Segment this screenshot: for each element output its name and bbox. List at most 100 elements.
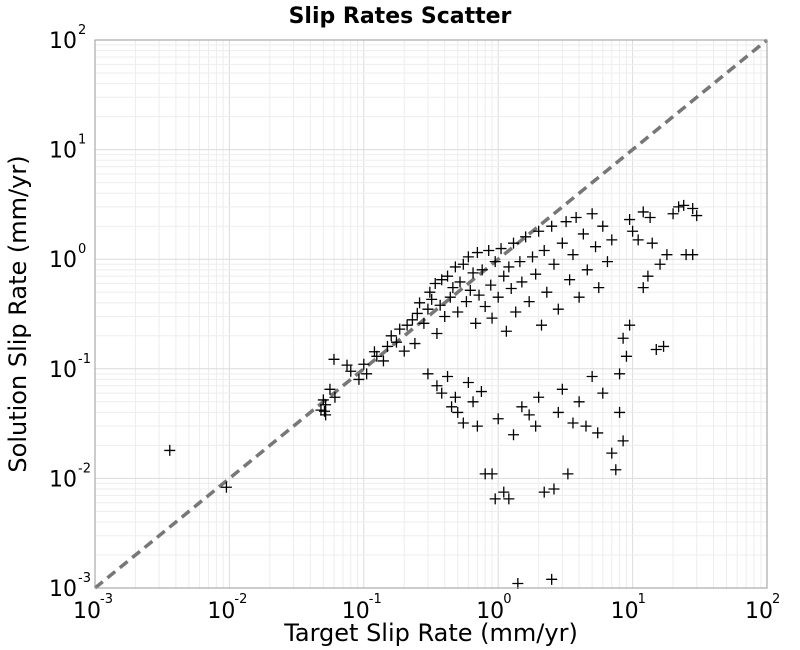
data-point xyxy=(341,359,353,371)
data-point xyxy=(473,289,485,301)
data-point xyxy=(644,212,656,224)
data-point xyxy=(606,447,618,459)
y-tick: 10 1 xyxy=(49,133,86,164)
data-point xyxy=(467,396,479,408)
data-point xyxy=(414,297,426,309)
data-point xyxy=(454,276,466,288)
data-point xyxy=(617,332,629,344)
data-point xyxy=(447,282,459,294)
data-point xyxy=(390,336,402,348)
plot-frame xyxy=(94,39,768,589)
data-point xyxy=(678,199,690,211)
data-point xyxy=(426,293,438,305)
x-tick-exponent: 0 xyxy=(503,592,511,607)
data-point xyxy=(586,371,598,383)
x-tick-exponent: -2 xyxy=(234,592,247,607)
x-tick: 10 1 xyxy=(611,592,646,624)
y-tick-base: 10 xyxy=(49,577,77,602)
data-point xyxy=(523,296,535,308)
data-point xyxy=(431,327,443,339)
data-point xyxy=(650,344,662,355)
data-point xyxy=(436,387,448,399)
y-tick-exponent: -2 xyxy=(78,461,91,476)
data-point xyxy=(422,303,434,315)
data-point xyxy=(530,268,542,280)
data-point xyxy=(597,387,609,399)
data-point xyxy=(673,201,685,213)
data-point xyxy=(495,243,507,255)
x-axis-label: Target Slip Rate (mm/yr) xyxy=(283,619,578,647)
data-points xyxy=(164,199,703,589)
data-point xyxy=(637,282,649,294)
data-point xyxy=(479,301,491,313)
data-point xyxy=(424,286,436,298)
data-point xyxy=(361,368,373,380)
data-point xyxy=(462,251,474,263)
data-point xyxy=(601,256,613,268)
data-point xyxy=(512,577,524,589)
x-tick-base: 10 xyxy=(476,599,504,624)
data-point xyxy=(687,203,699,215)
data-point xyxy=(457,417,469,429)
data-point xyxy=(489,256,501,268)
data-point xyxy=(567,417,579,429)
data-point xyxy=(329,391,341,403)
data-point xyxy=(606,234,618,246)
x-tick-exponent: 2 xyxy=(772,592,780,607)
data-point xyxy=(368,346,380,358)
data-point xyxy=(449,261,461,273)
data-point xyxy=(620,350,632,362)
data-point xyxy=(381,340,393,352)
x-tick-exponent: -3 xyxy=(100,592,113,607)
y-tick-base: 10 xyxy=(49,248,77,273)
y-tick-exponent: -1 xyxy=(78,352,91,367)
data-point xyxy=(439,311,451,323)
data-point xyxy=(560,216,572,228)
data-point xyxy=(371,350,383,362)
reference-line-1to1 xyxy=(93,38,769,590)
x-tick-base: 10 xyxy=(745,599,773,624)
data-point xyxy=(520,231,532,243)
data-point xyxy=(485,279,497,291)
reference-line xyxy=(93,38,769,590)
x-tick-base: 10 xyxy=(73,599,101,624)
data-point xyxy=(573,291,585,303)
data-point xyxy=(442,371,454,383)
data-point xyxy=(658,340,670,352)
data-point xyxy=(489,493,501,505)
data-point xyxy=(431,380,443,392)
data-point xyxy=(492,413,504,425)
data-point xyxy=(510,306,522,318)
data-point xyxy=(429,278,441,290)
data-point xyxy=(394,323,406,335)
data-point xyxy=(422,368,434,380)
y-tick-exponent: -3 xyxy=(78,571,91,586)
data-point xyxy=(552,303,564,315)
data-point xyxy=(164,444,176,456)
data-point xyxy=(486,312,498,324)
data-point xyxy=(345,365,357,377)
data-point xyxy=(624,319,636,331)
data-point xyxy=(436,274,448,286)
data-point xyxy=(592,427,604,439)
data-point xyxy=(624,214,636,226)
data-point xyxy=(483,245,495,257)
data-point xyxy=(516,276,528,288)
data-point xyxy=(530,420,542,432)
data-point xyxy=(503,493,515,505)
data-point xyxy=(418,317,430,329)
data-point xyxy=(516,401,528,413)
data-point xyxy=(610,464,622,476)
data-point xyxy=(409,338,421,350)
data-point xyxy=(580,420,592,432)
x-tick-exponent: -1 xyxy=(369,592,382,607)
data-point xyxy=(581,264,593,276)
data-point xyxy=(586,208,598,220)
data-point xyxy=(460,296,472,308)
data-point xyxy=(353,373,365,385)
data-point xyxy=(320,399,332,411)
data-point xyxy=(614,406,626,418)
y-tick-exponent: 2 xyxy=(78,23,86,38)
